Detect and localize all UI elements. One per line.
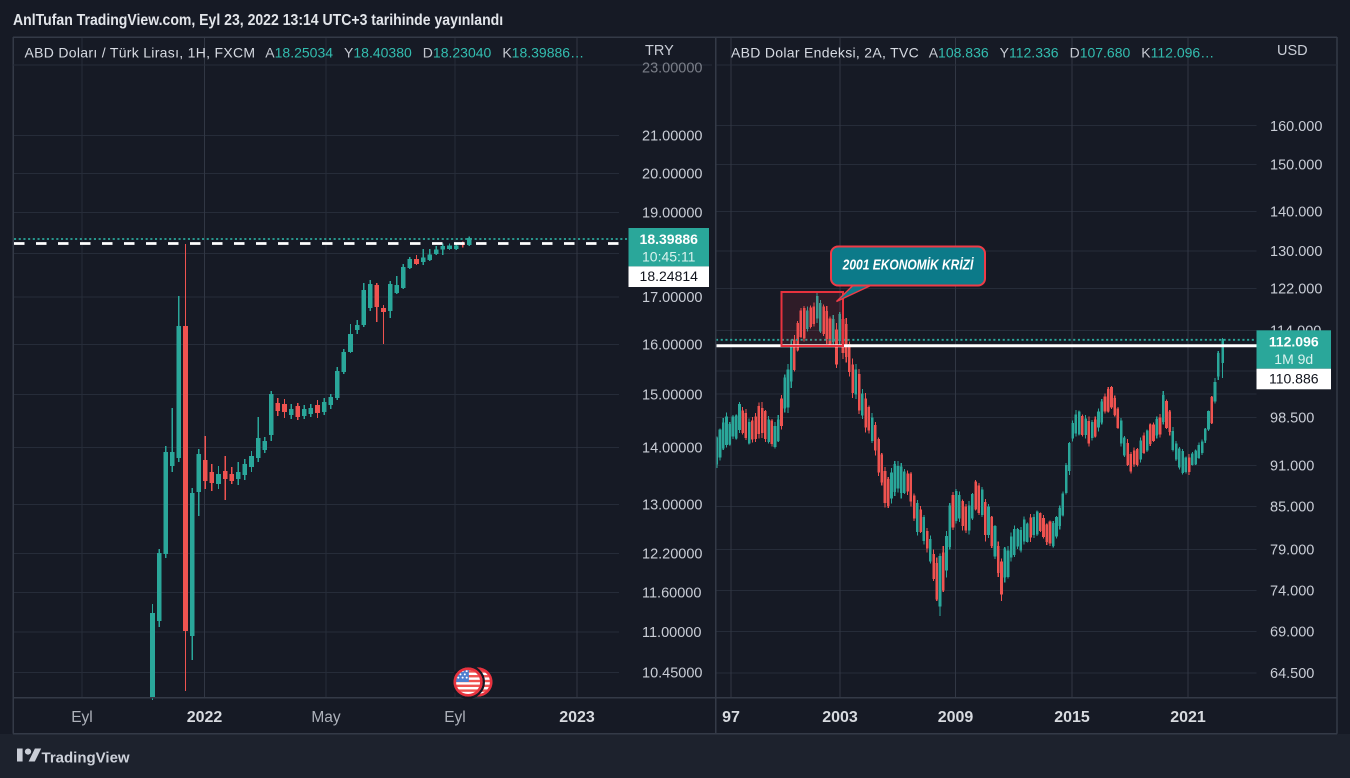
svg-text:98.500: 98.500 xyxy=(1270,411,1314,427)
svg-text:79.000: 79.000 xyxy=(1270,543,1314,559)
svg-text:12.20000: 12.20000 xyxy=(642,547,702,563)
svg-text:2022: 2022 xyxy=(187,709,223,726)
svg-text:Eyl: Eyl xyxy=(71,709,93,726)
svg-text:2023: 2023 xyxy=(559,709,595,726)
svg-text:17.00000: 17.00000 xyxy=(642,290,702,306)
svg-text:2001 EKONOMİK KRİZİ: 2001 EKONOMİK KRİZİ xyxy=(842,256,975,273)
svg-text:160.000: 160.000 xyxy=(1270,119,1322,135)
svg-text:16.00000: 16.00000 xyxy=(642,338,702,354)
svg-text:110.886: 110.886 xyxy=(1269,370,1319,386)
svg-text:18.39886: 18.39886 xyxy=(640,231,699,247)
svg-text:2009: 2009 xyxy=(938,709,974,726)
svg-text:May: May xyxy=(311,709,341,726)
svg-text:122.000: 122.000 xyxy=(1270,282,1322,298)
svg-text:1M 9d: 1M 9d xyxy=(1274,351,1313,367)
svg-text:18.24814: 18.24814 xyxy=(640,268,699,284)
svg-text:85.000: 85.000 xyxy=(1270,500,1314,516)
svg-text:TradingView: TradingView xyxy=(42,750,130,767)
svg-text:13.00000: 13.00000 xyxy=(642,498,702,514)
svg-text:2021: 2021 xyxy=(1170,709,1206,726)
svg-text:2003: 2003 xyxy=(822,709,858,726)
svg-text:23.00000: 23.00000 xyxy=(642,61,702,77)
svg-text:20.00000: 20.00000 xyxy=(642,167,702,183)
svg-text:140.000: 140.000 xyxy=(1270,205,1322,221)
svg-text:10:45:11: 10:45:11 xyxy=(642,249,696,265)
svg-text:ABD Doları / Türk Lirası, 1H,: ABD Doları / Türk Lirası, 1H, FXCM xyxy=(25,45,256,61)
svg-text:11.60000: 11.60000 xyxy=(642,586,701,602)
svg-text:10.45000: 10.45000 xyxy=(642,666,702,682)
svg-text:11.00000: 11.00000 xyxy=(642,625,701,641)
svg-text:15.00000: 15.00000 xyxy=(642,388,702,404)
svg-text:14.00000: 14.00000 xyxy=(642,441,702,457)
svg-text:64.500: 64.500 xyxy=(1270,666,1314,682)
svg-text:97: 97 xyxy=(722,709,740,726)
svg-text:AnlTufan TradingView.com, Eyl: AnlTufan TradingView.com, Eyl 23, 2022 1… xyxy=(13,11,503,29)
svg-text:21.00000: 21.00000 xyxy=(642,129,702,145)
svg-text:USD: USD xyxy=(1277,43,1308,59)
svg-text:TRY: TRY xyxy=(645,43,674,59)
svg-text:74.000: 74.000 xyxy=(1270,584,1314,600)
svg-text:69.000: 69.000 xyxy=(1270,625,1314,641)
svg-text:19.00000: 19.00000 xyxy=(642,206,702,222)
svg-text:Eyl: Eyl xyxy=(444,709,466,726)
svg-text:91.000: 91.000 xyxy=(1270,459,1314,475)
svg-text:ABD Dolar Endeksi, 2A, TVC: ABD Dolar Endeksi, 2A, TVC xyxy=(731,45,919,61)
svg-text:112.096: 112.096 xyxy=(1269,333,1319,349)
svg-text:150.000: 150.000 xyxy=(1270,158,1322,174)
svg-text:130.000: 130.000 xyxy=(1270,244,1322,260)
svg-text:2015: 2015 xyxy=(1054,709,1090,726)
